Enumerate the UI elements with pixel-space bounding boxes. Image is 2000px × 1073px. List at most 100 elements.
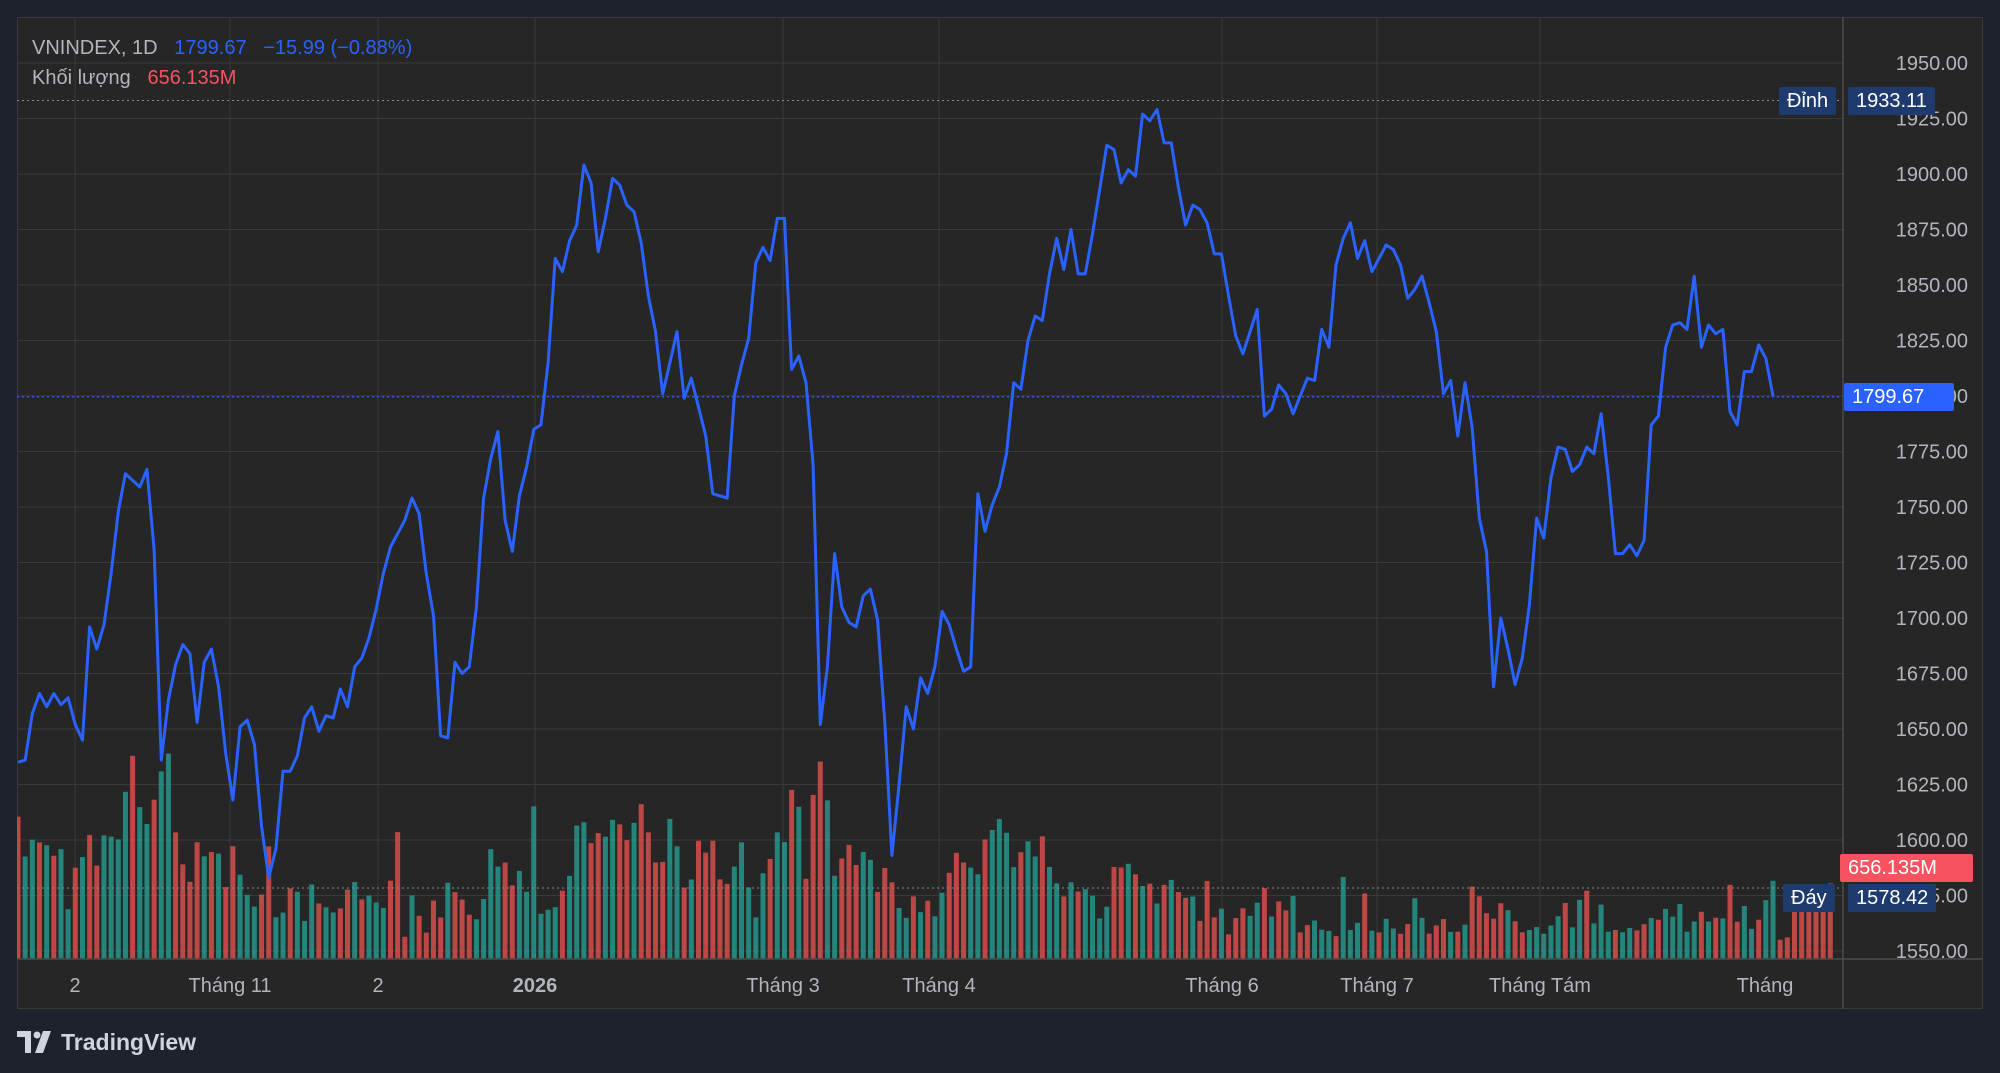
- volume-bar: [1025, 841, 1031, 959]
- volume-bar: [746, 887, 752, 959]
- reference-lines: [17, 99, 1843, 889]
- brand-name: TradingView: [61, 1028, 197, 1055]
- volume-bar: [1412, 898, 1418, 959]
- volume-bar: [87, 835, 93, 959]
- y-tick-label: 1600.00: [1896, 830, 1968, 852]
- volume-bar: [545, 909, 551, 959]
- volume-bar: [165, 753, 171, 959]
- volume-bar: [1455, 931, 1461, 959]
- y-axis-tick-labels[interactable]: 1950.001925.001900.001875.001850.001825.…: [1896, 53, 1968, 963]
- volume-bar: [1584, 890, 1590, 959]
- volume-bar: [574, 825, 580, 959]
- y-tick-label: 1650.00: [1896, 719, 1968, 741]
- volume-bar: [366, 895, 372, 959]
- volume-bar: [51, 855, 57, 959]
- volume-bar: [1433, 925, 1439, 959]
- volume-bar: [738, 842, 744, 959]
- volume-bar: [387, 880, 393, 959]
- volume-bar: [1018, 852, 1024, 959]
- volume-bar: [416, 915, 422, 959]
- volume-bar: [774, 832, 780, 959]
- volume-bar: [1405, 924, 1411, 959]
- volume-bar: [1068, 882, 1074, 959]
- volume-bar: [1469, 886, 1475, 959]
- y-tick-label: 1850.00: [1896, 275, 1968, 297]
- volume-bar: [681, 887, 687, 959]
- volume-value-tag: 656.135M: [1840, 854, 1973, 882]
- y-tick-label: 1825.00: [1896, 331, 1968, 353]
- volume-bar: [1620, 932, 1626, 959]
- volume-bar: [216, 853, 222, 959]
- volume-bar: [488, 849, 494, 959]
- volume-bar: [1297, 932, 1303, 959]
- tradingview-logo[interactable]: TradingView: [17, 1027, 196, 1057]
- y-tick-label: 1750.00: [1896, 497, 1968, 519]
- volume-bar: [624, 840, 630, 959]
- volume-bar: [430, 900, 436, 959]
- volume-bar: [803, 878, 809, 959]
- volume-bar: [1111, 867, 1117, 959]
- volume-bar: [208, 851, 214, 959]
- volume-bar: [982, 839, 988, 959]
- volume-bar: [538, 913, 544, 959]
- volume-bar: [402, 936, 408, 959]
- volume-bar: [817, 761, 823, 959]
- volume-bar: [108, 836, 114, 959]
- price-chart[interactable]: 1950.001925.001900.001875.001850.001825.…: [17, 17, 1983, 1009]
- volume-bar: [1347, 929, 1353, 959]
- volume-bar: [287, 888, 293, 959]
- volume-bar: [1104, 906, 1110, 959]
- volume-bar: [1684, 931, 1690, 959]
- y-tick-label: 1700.00: [1896, 608, 1968, 630]
- volume-bar: [1691, 921, 1697, 959]
- volume-bar: [373, 902, 379, 959]
- volume-bar: [1082, 889, 1088, 959]
- volume-bar: [158, 771, 164, 959]
- volume-bar: [1476, 896, 1482, 959]
- volume-bar: [581, 822, 587, 959]
- volume-bar: [345, 889, 351, 959]
- volume-bar: [1749, 928, 1755, 959]
- volume-bar: [703, 852, 709, 959]
- volume-bar: [173, 832, 179, 959]
- volume-bar: [1047, 867, 1053, 959]
- volume-bar: [1641, 924, 1647, 959]
- volume-bar: [445, 882, 451, 959]
- volume-bar: [1677, 904, 1683, 959]
- high-value-tag: 1933.11: [1848, 87, 1935, 115]
- price-series-line: [17, 108, 1775, 880]
- x-tick-label: Tháng 11: [188, 975, 271, 997]
- x-axis-tick-labels[interactable]: 2 Tháng 11 2 2026 Tháng 3 Tháng 4 Tháng 6 Tháng…: [69, 975, 1793, 997]
- volume-bar: [1498, 903, 1504, 959]
- volume-bar: [1240, 908, 1246, 959]
- volume-bar: [1383, 918, 1389, 959]
- volume-bar: [452, 892, 458, 959]
- volume-bar: [273, 917, 279, 959]
- volume-bar: [409, 895, 415, 959]
- legend-volume-row[interactable]: Khối lượng 656.135M: [32, 67, 236, 90]
- x-tick-label: 2: [372, 975, 383, 997]
- volume-bar: [552, 907, 558, 959]
- volume-bar: [696, 840, 702, 959]
- volume-bar: [144, 824, 150, 959]
- volume-bar: [237, 874, 243, 959]
- volume-bar: [44, 845, 50, 959]
- volume-bar: [1362, 893, 1368, 959]
- volume-bar: [1390, 928, 1396, 959]
- volume-bar: [223, 887, 229, 959]
- volume-bar: [1097, 918, 1103, 959]
- volume-bar: [1770, 880, 1776, 959]
- volume-bar: [1655, 919, 1661, 959]
- volume-bar: [1011, 867, 1017, 959]
- volume-bar: [559, 890, 565, 959]
- volume-bar: [1627, 927, 1633, 959]
- legend-symbol-row[interactable]: VNINDEX, 1D 1799.67 −15.99 (−0.88%): [32, 37, 412, 60]
- volume-bar: [466, 914, 472, 959]
- volume-bar: [610, 819, 616, 959]
- volume-bar: [309, 884, 315, 959]
- volume-bar: [1039, 836, 1045, 959]
- high-label-tag: Đỉnh: [1779, 87, 1837, 115]
- volume-bar: [516, 870, 522, 959]
- volume-bar: [1512, 921, 1518, 959]
- volume-bar: [1820, 905, 1826, 959]
